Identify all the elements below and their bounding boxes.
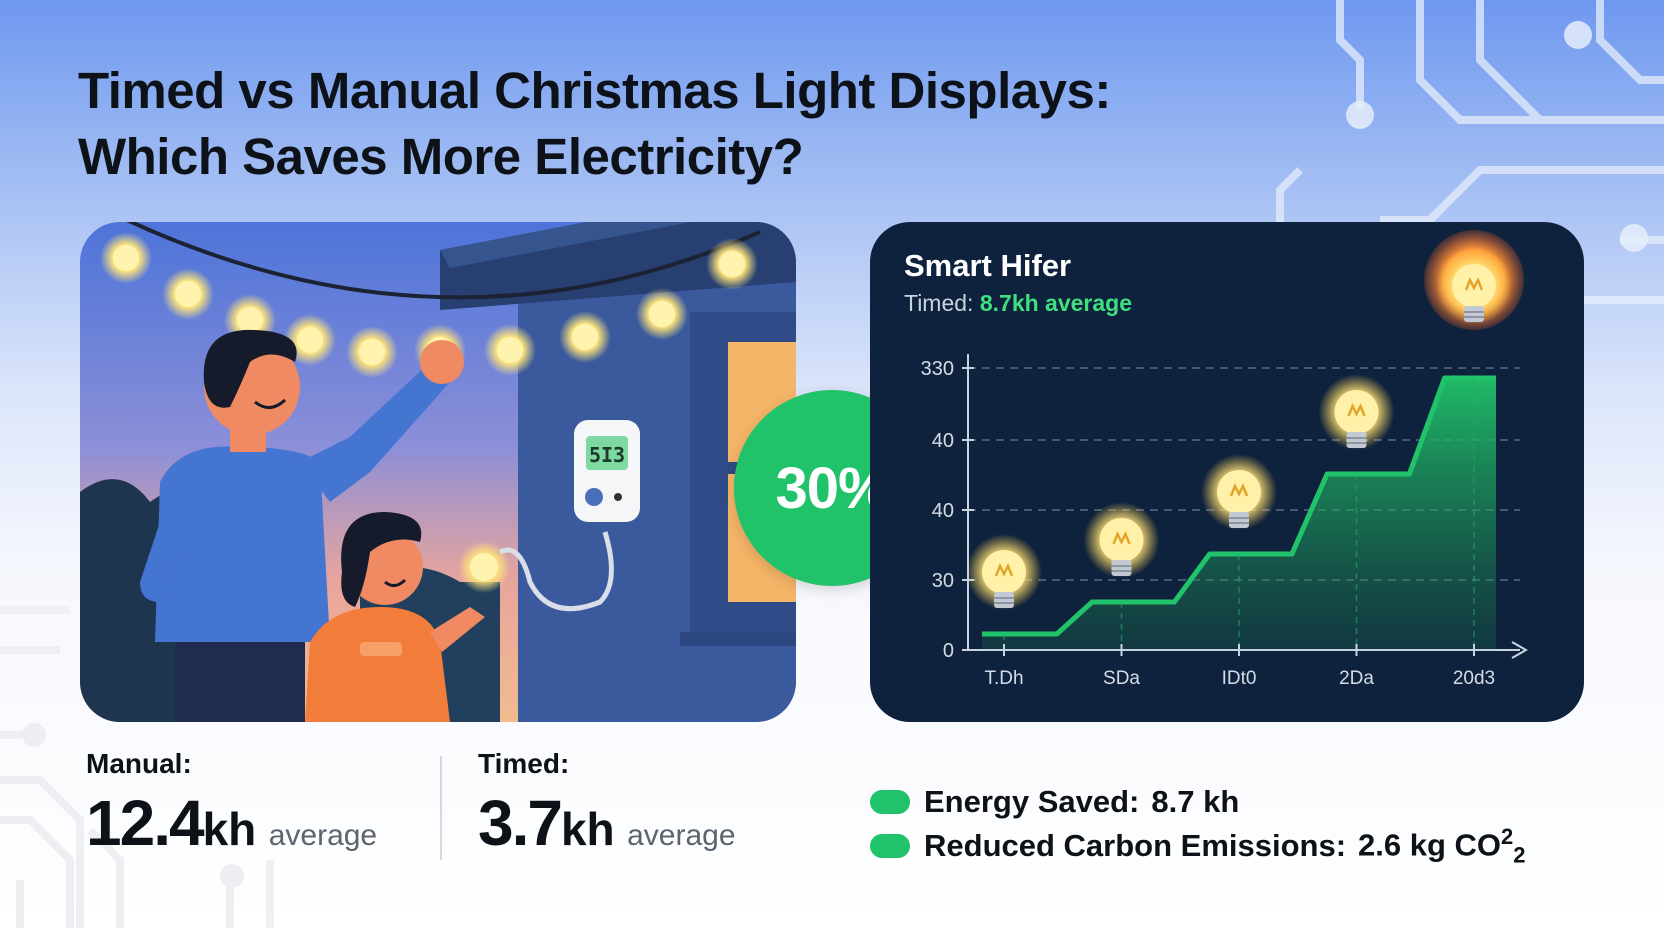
title-line-1: Timed vs Manual Christmas Light Displays… [78,62,1111,119]
manual-value: 12.4 [86,787,205,859]
manual-suffix: average [268,819,378,852]
manual-stat: Manual: 12.4kh average [86,748,377,860]
x-tick-label: 2Da [1339,668,1374,689]
family-lights-illustration: 5I3 [80,222,796,722]
green-pill-icon [870,834,910,858]
y-tick-label: 330 [921,358,954,380]
carbon-subscript: 2 [1513,842,1526,868]
meter-display: 5I3 [589,443,625,467]
energy-saved-label: Energy Saved: [924,784,1140,819]
energy-saved-item: Energy Saved: 8.7 kh [870,780,1526,824]
y-tick-label: 30 [932,570,954,592]
green-pill-icon [870,790,910,814]
chart-svg: 0 30 40 40 330 T.Dh SDa IDt0 2Da 20d3 [921,230,1529,689]
timed-label: Timed: [478,748,570,779]
benefits-list: Energy Saved: 8.7 kh Reduced Carbon Emis… [870,780,1526,868]
y-tick-label: 40 [932,430,954,452]
energy-saved-value: 8.7 kh [1151,784,1240,819]
carbon-value: 2.6 kg CO [1358,827,1502,863]
lightbulb-icon [1424,230,1524,330]
chart-subtitle-value: 8.7kh average [979,290,1133,316]
lightbulb-icon [1318,374,1395,450]
x-tick-label: T.Dh [984,668,1023,689]
x-tick-label: IDt0 [1222,668,1257,689]
y-tick-label: 40 [932,500,954,522]
timed-stat: Timed: 3.7kh average [478,748,736,860]
y-tick-label: 0 [943,640,954,662]
title-line-2: Which Saves More Electricity? [78,128,804,185]
page-title: Timed vs Manual Christmas Light Displays… [78,58,1111,190]
x-tick-label: SDa [1103,668,1140,689]
chart-panel: 0 30 40 40 330 T.Dh SDa IDt0 2Da 20d3 Smart Hifer… [870,222,1584,722]
carbon-item: Reduced Carbon Emissions: 2.6 kg CO22 [870,824,1526,868]
girl-figure [305,512,510,722]
x-axis-arrow [1511,641,1529,659]
area-fill [982,378,1496,650]
timed-value: 3.7 [478,787,563,859]
lightbulb-icon [1083,502,1160,578]
stat-divider [440,756,442,860]
x-tick-label: 20d3 [1453,668,1495,689]
man-figure [140,329,464,722]
manual-unit: kh [202,803,257,855]
carbon-label: Reduced Carbon Emissions: [924,828,1347,863]
timed-suffix: average [627,819,736,852]
chart-subtitle: Timed: 8.7kh average [904,290,1132,317]
carbon-superscript: 2 [1501,823,1514,849]
lightbulb-icon [966,534,1042,610]
lightbulb-icon [1201,454,1277,530]
energy-meter: 5I3 [574,420,640,522]
chart-title: Smart Hifer [904,248,1072,283]
timed-unit: kh [560,803,615,855]
manual-label: Manual: [86,748,192,779]
chart-subtitle-prefix: Timed: [904,290,974,316]
